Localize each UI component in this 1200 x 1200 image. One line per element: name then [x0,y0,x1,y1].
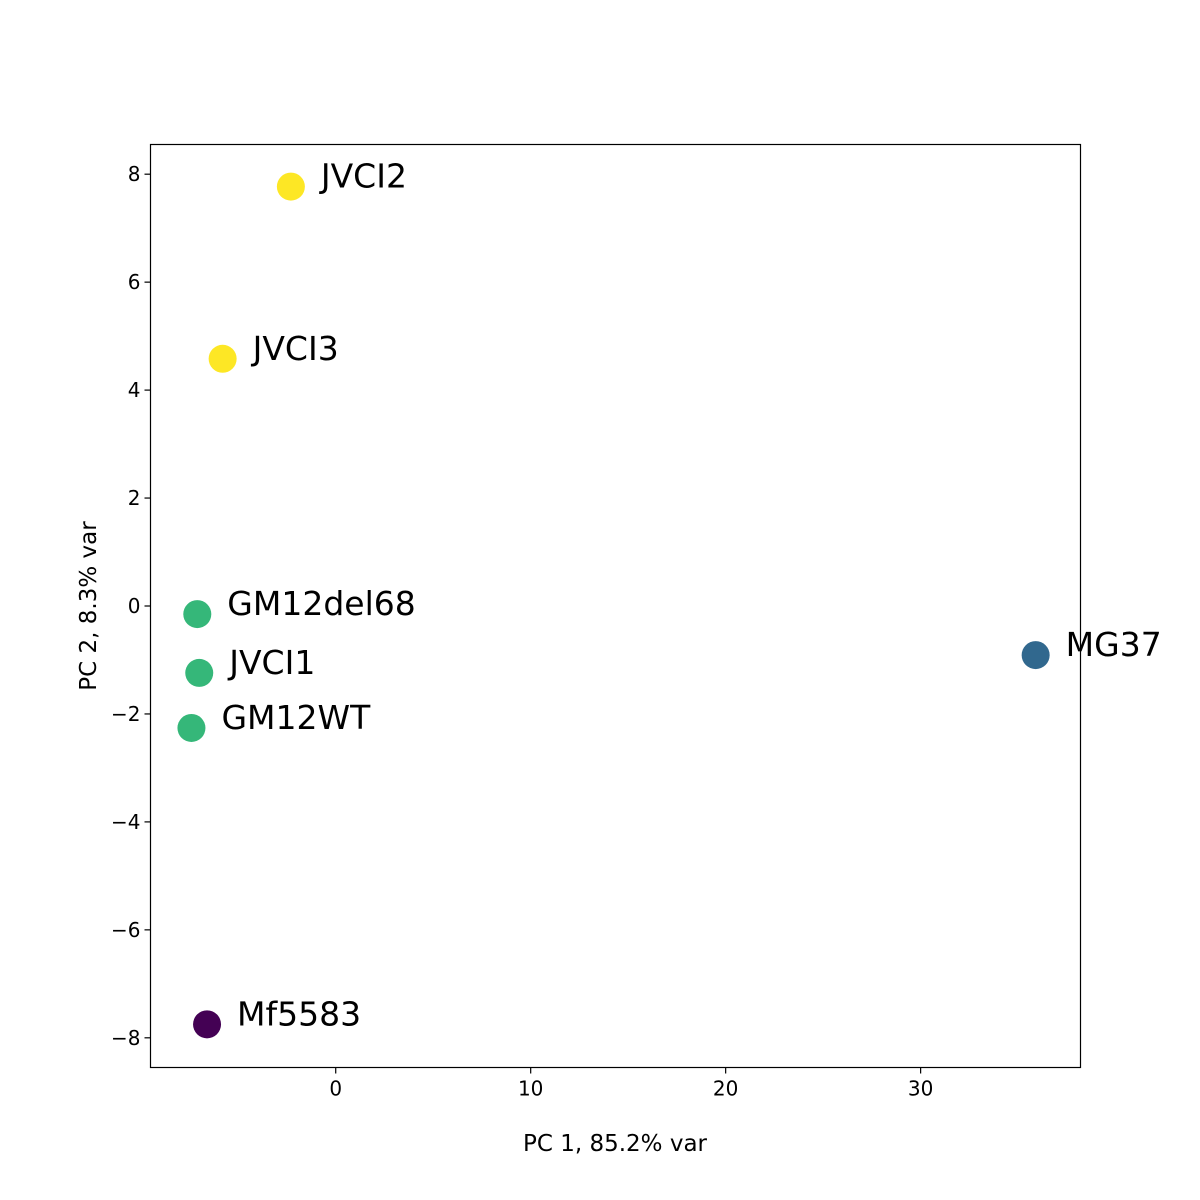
plot-area-frame [149,143,1082,1069]
x-axis-label: PC 1, 85.2% var [523,1131,708,1157]
data-point-gm12del68 [183,600,212,629]
point-label-gm12wt: GM12WT [221,698,371,737]
y-tick-label: 0 [128,594,141,618]
point-label-jvci2: JVCI2 [319,157,407,196]
y-axis-ticks: 8 6 4 2 0 −2 −4 −6 −8 [111,162,151,1050]
data-points: JVCI2 JVCI3 GM12del68 JVCI1 GM12WT MG37 Mf5583 [177,157,1162,1039]
data-point-gm12wt [177,713,206,742]
y-tick-label: −8 [111,1026,140,1050]
y-axis-label: PC 2, 8.3% var [76,521,102,691]
y-tick-label: 8 [128,162,141,186]
data-point-mf5583 [193,1010,222,1039]
data-point-mg37 [1021,641,1050,670]
x-axis-ticks: 0 10 20 30 [329,1067,933,1101]
y-tick-label: −4 [111,810,140,834]
point-label-mf5583: Mf5583 [237,994,361,1033]
point-label-mg37: MG37 [1066,625,1162,664]
x-tick-label: 0 [329,1077,342,1101]
data-point-jvci2 [276,172,305,201]
y-tick-label: 2 [128,486,141,510]
y-tick-label: 4 [128,378,141,402]
point-label-gm12del68: GM12del68 [227,584,415,623]
x-tick-label: 10 [518,1077,543,1101]
x-tick-label: 30 [908,1077,933,1101]
point-label-jvci1: JVCI1 [227,643,315,682]
data-point-jvci3 [208,344,237,373]
data-point-jvci1 [185,658,214,687]
y-tick-label: −6 [111,918,140,942]
x-tick-label: 20 [713,1077,738,1101]
point-label-jvci3: JVCI3 [251,329,339,368]
y-tick-label: −2 [111,702,140,726]
y-tick-label: 6 [128,270,141,294]
